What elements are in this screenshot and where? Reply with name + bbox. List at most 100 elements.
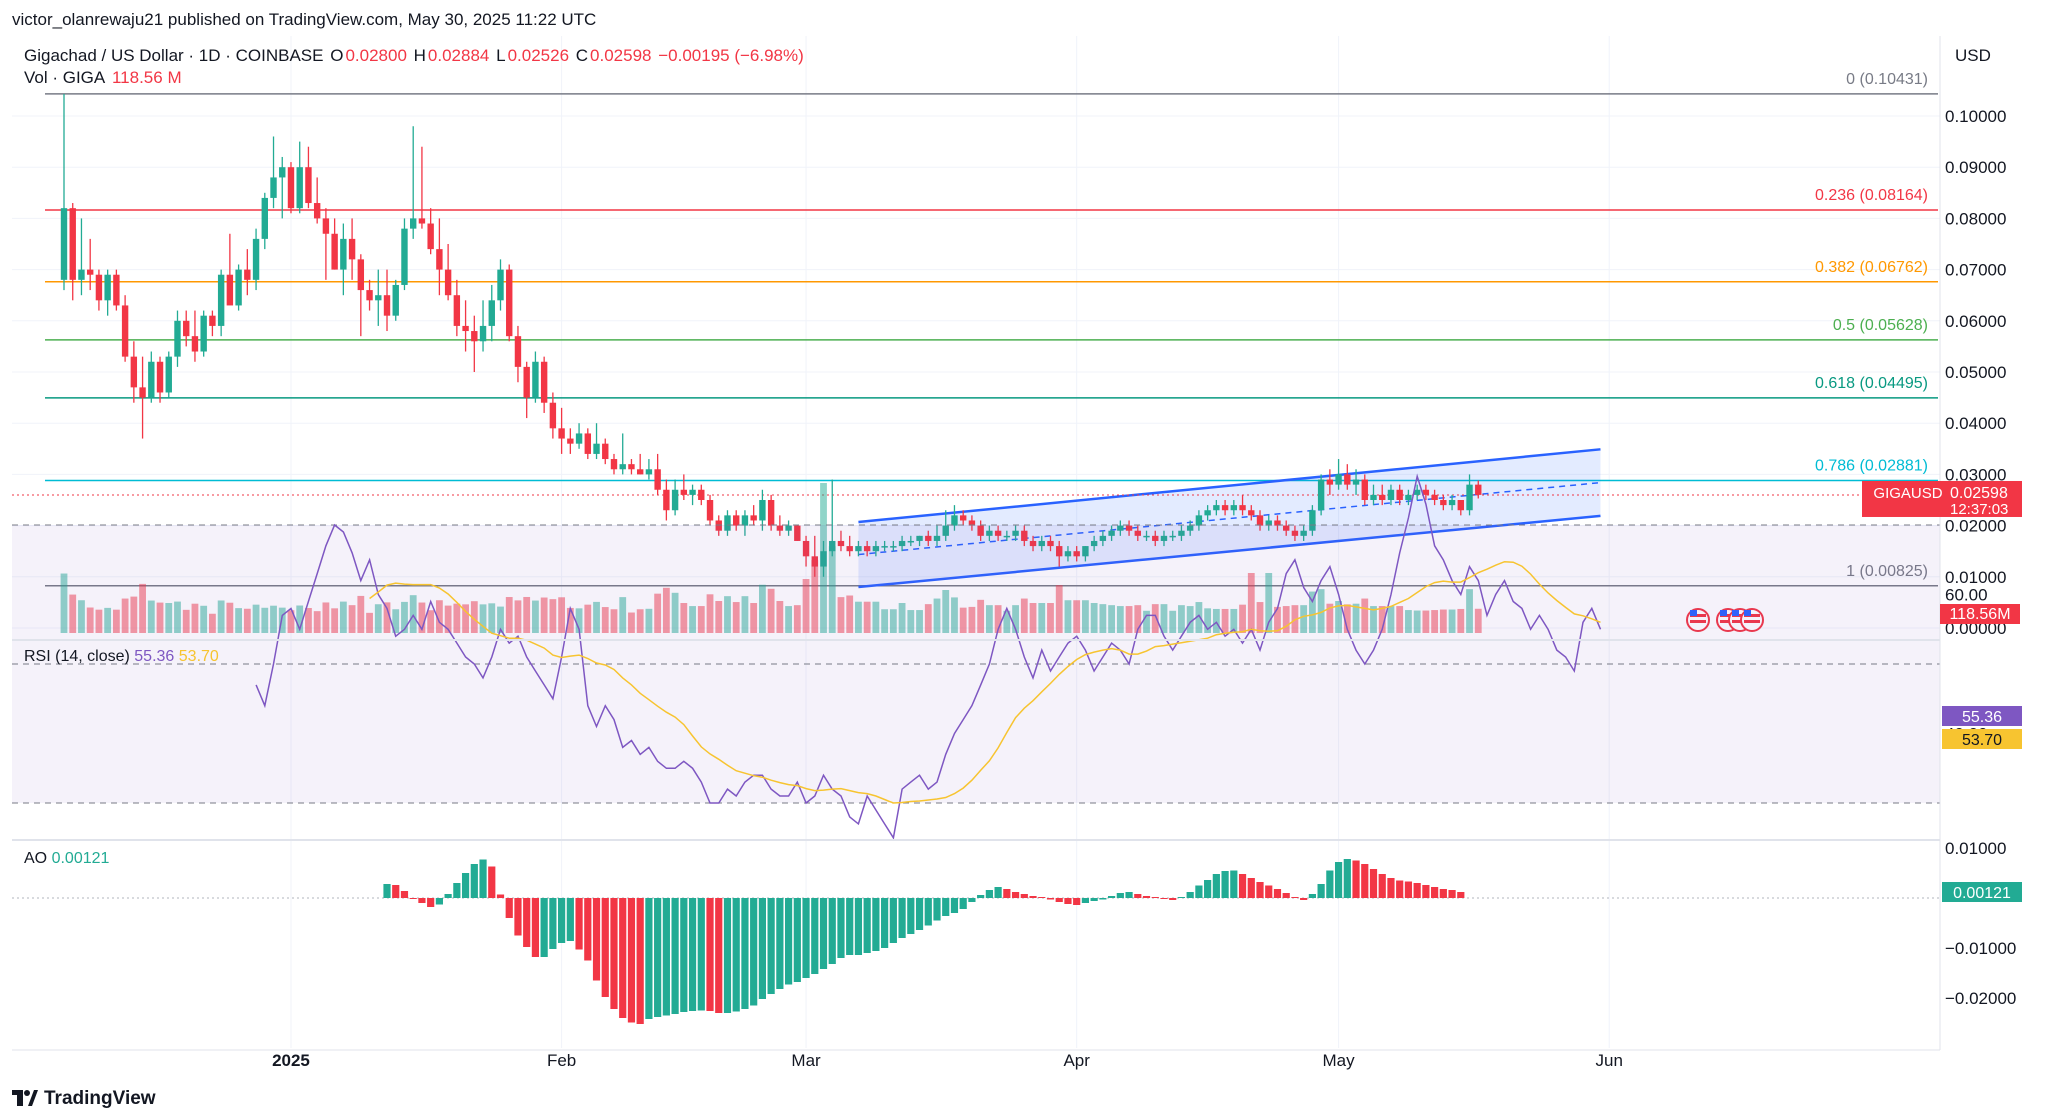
ao-bar [1108,896,1116,898]
volume-bar [1073,600,1081,633]
ao-bar [1352,860,1360,898]
candle-body [872,546,880,552]
candle-body [1108,530,1115,536]
close-value: 0.02598 [590,46,652,65]
ao-bar [767,898,775,994]
volume-bar [636,609,644,633]
rsi-legend[interactable]: RSI (14, close) 55.36 53.70 [24,648,219,666]
volume-bar [1212,608,1220,633]
volume-bar [1422,610,1430,633]
candle-body [1047,540,1054,547]
volume-bar [1047,603,1054,633]
ao-bar [1439,889,1447,898]
candle-body [776,525,784,531]
tradingview-logo[interactable]: TradingView [12,1088,156,1110]
flag-stripe [1732,614,1748,617]
volume-bar [680,603,688,633]
ao-bar [1291,897,1299,898]
candle-body [593,443,600,454]
channel-lower-line[interactable] [858,514,1601,589]
candle-body [130,356,138,388]
ao-bar [837,898,845,958]
candle-body [252,238,260,280]
volume-bar [243,608,251,633]
ao-bar [793,898,801,982]
candle-body [1265,520,1272,526]
ao-bar [584,898,592,961]
candle-body [863,546,871,552]
ao-bar [898,898,906,938]
volume-bar [1413,610,1421,633]
volume-bar [514,600,522,633]
volume-bar [558,597,566,633]
candle-body [200,315,207,352]
candle-body [287,167,295,209]
rsi-value-badge [1942,706,2022,726]
volume-bar [1370,606,1377,633]
candle-body [95,274,103,301]
volume-bar [1256,602,1264,633]
ao-bar [889,898,897,943]
volume-bar [217,600,225,633]
channel-upper-line[interactable] [858,448,1601,524]
candle-body [1466,484,1473,511]
volume-bar [863,601,871,633]
volume-bar [1396,606,1404,633]
candle-body [602,443,609,460]
volume-bar [584,604,592,633]
volume-bar [1082,600,1089,633]
volume-bar [191,603,199,633]
candle-body [994,530,1002,536]
ao-badge-value: 0.00121 [1953,885,2011,902]
volume-bar [69,594,77,633]
rsi-value: 55.36 [134,648,175,665]
ao-bar [1055,898,1063,902]
volume-legend[interactable]: Vol · GIGA 118.56 M [24,68,184,88]
ao-bar [1282,893,1290,898]
candle-body [1143,535,1150,538]
volume-bar [1055,585,1063,633]
volume-bar [121,598,129,633]
volume-bar [1125,606,1133,633]
ao-bar [645,898,653,1019]
candle-body [375,295,382,301]
candle-body [1379,494,1386,500]
flag-canton [1744,610,1751,616]
volume-bar [802,579,810,633]
candle-body [1352,479,1360,485]
candle-body [890,546,897,548]
volume-bar [1143,610,1150,633]
flag-canton [1732,610,1739,616]
ao-bar [1195,885,1203,898]
candle-body [1117,525,1124,531]
us-event-flag-icon[interactable] [1686,608,1710,632]
rsi-label: RSI (14, close) [24,648,130,665]
candle-body [479,325,487,342]
ao-bar [531,898,540,957]
candle-body [340,238,347,270]
ao-bar [619,898,627,1018]
currency-button[interactable]: USD [1955,46,1991,65]
candle-body [497,269,504,301]
candle-body [1396,489,1403,500]
symbol-legend[interactable]: Gigachad / US Dollar · 1D · COINBASE O 0.… [24,46,806,66]
us-event-flag-icon[interactable] [1740,608,1764,632]
volume-bar [767,588,775,633]
ao-bar [514,898,522,936]
volume-bar [270,605,277,633]
ao-legend[interactable]: AO 0.00121 [24,850,109,868]
volume-bar [881,609,889,633]
high-label: H [413,46,426,65]
ao-bar [1273,889,1282,898]
volume-badge-value: 118.56M [1949,606,2010,623]
ao-value: 0.00121 [51,850,110,867]
ao-bar [1265,885,1273,898]
ao-bar [819,898,828,969]
volume-bar [235,608,242,633]
ao-bar [1238,874,1247,898]
ao-bar [1448,890,1456,898]
brand-name: TradingView [44,1088,156,1109]
volume-bar [104,607,112,633]
symbol-name[interactable]: Gigachad / US Dollar · 1D · COINBASE [24,46,324,65]
